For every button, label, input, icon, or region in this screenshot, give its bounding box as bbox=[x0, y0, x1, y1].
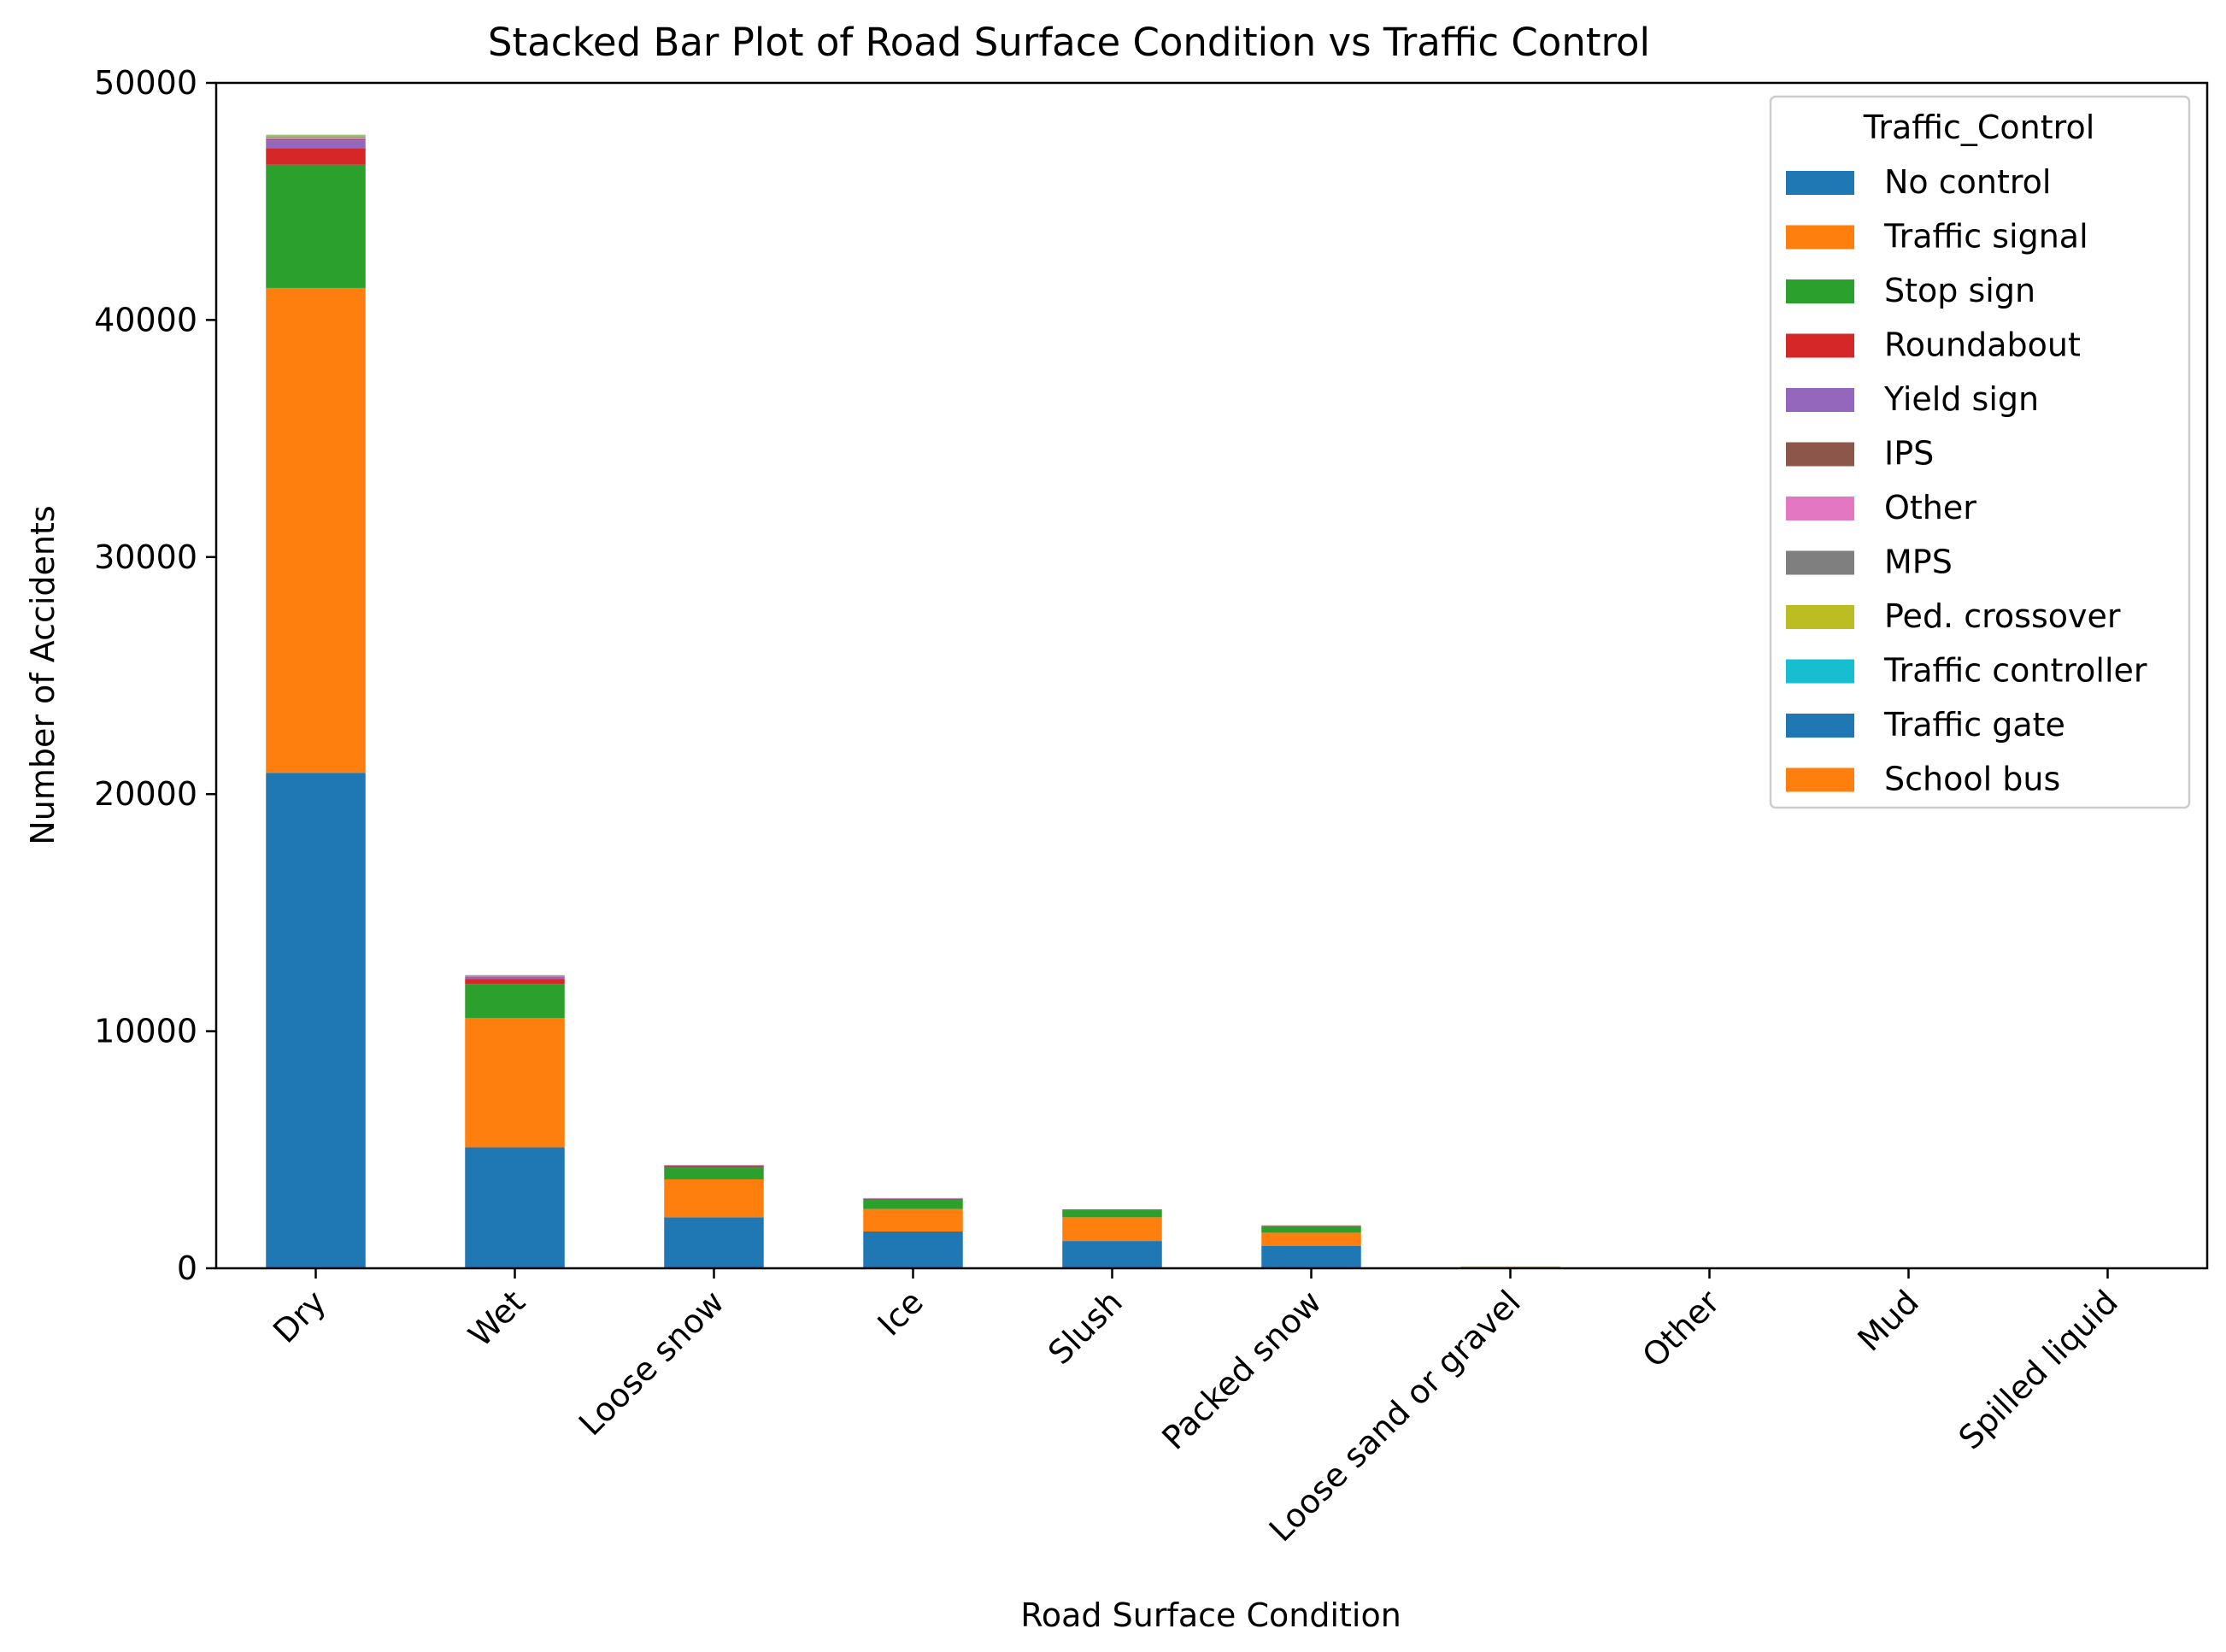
y-tick-label: 50000 bbox=[94, 64, 197, 102]
legend-label: Stop sign bbox=[1884, 272, 2035, 309]
bar-segment bbox=[266, 140, 366, 149]
legend-swatch bbox=[1786, 767, 1854, 792]
bar-segment bbox=[1062, 1241, 1162, 1268]
x-tick-label: Loose snow bbox=[572, 1283, 731, 1443]
bar-segment bbox=[465, 979, 565, 985]
bar-segment bbox=[266, 164, 366, 288]
bar-segment bbox=[465, 1018, 565, 1148]
y-tick-label: 30000 bbox=[94, 538, 197, 576]
legend-swatch bbox=[1786, 605, 1854, 629]
legend-label: Roundabout bbox=[1884, 326, 2081, 364]
bar-segment bbox=[863, 1198, 963, 1199]
bar-segment bbox=[1062, 1217, 1162, 1242]
bar-segment bbox=[1062, 1209, 1162, 1211]
bar-segment bbox=[664, 1217, 764, 1268]
bar-segment bbox=[664, 1165, 764, 1167]
legend-label: Ped. crossover bbox=[1884, 597, 2121, 635]
bar-segment bbox=[863, 1208, 963, 1232]
x-tick-label: Packed snow bbox=[1154, 1283, 1329, 1457]
bar-segment bbox=[863, 1198, 963, 1200]
bars-layer bbox=[266, 134, 2158, 1268]
y-axis: 0 10000 20000 30000 40000 50000 bbox=[94, 64, 216, 1287]
bar-segment bbox=[1062, 1210, 1162, 1218]
bar-segment bbox=[664, 1167, 764, 1179]
legend-label: Traffic gate bbox=[1883, 706, 2065, 744]
bar-segment bbox=[863, 1232, 963, 1268]
legend-swatch bbox=[1786, 659, 1854, 684]
bar-segment bbox=[664, 1166, 764, 1168]
chart-title: Stacked Bar Plot of Road Surface Conditi… bbox=[488, 20, 1650, 65]
bar-segment bbox=[1261, 1232, 1361, 1246]
legend-title: Traffic_Control bbox=[1863, 109, 2095, 146]
x-axis-label: Road Surface Condition bbox=[1020, 1596, 1401, 1634]
bar-segment bbox=[266, 138, 366, 141]
legend-swatch bbox=[1786, 442, 1854, 467]
bar-segment bbox=[1261, 1226, 1361, 1233]
bar-segment bbox=[863, 1199, 963, 1209]
bar-segment bbox=[266, 287, 366, 773]
x-tick-label: Ice bbox=[871, 1283, 931, 1343]
bar-segment bbox=[266, 138, 366, 139]
legend-swatch bbox=[1786, 333, 1854, 358]
legend-label: IPS bbox=[1884, 435, 1934, 473]
legend-frame bbox=[1769, 95, 2191, 809]
x-tick-label: Mud bbox=[1850, 1283, 1925, 1358]
plot-area-frame bbox=[214, 81, 2209, 1270]
y-tick-label: 10000 bbox=[94, 1013, 197, 1050]
bar-segment bbox=[266, 135, 366, 138]
legend-swatch bbox=[1786, 171, 1854, 195]
legend-swatch bbox=[1786, 550, 1854, 575]
legend-swatch bbox=[1786, 279, 1854, 303]
legend-label: Yield sign bbox=[1883, 380, 2039, 418]
bar-segment bbox=[266, 773, 366, 1268]
x-tick-label: Other bbox=[1635, 1283, 1727, 1375]
legend-label: MPS bbox=[1884, 544, 1953, 581]
bar-segment bbox=[465, 974, 565, 976]
legend-label: Traffic signal bbox=[1883, 218, 2088, 256]
y-tick-label: 0 bbox=[177, 1249, 197, 1287]
legend-swatch bbox=[1786, 497, 1854, 520]
legend-label: Other bbox=[1884, 489, 1976, 526]
x-tick-label: Dry bbox=[266, 1283, 333, 1350]
x-tick-label: Wet bbox=[461, 1283, 532, 1354]
x-tick-label: Spilled liquid bbox=[1952, 1283, 2125, 1456]
legend-label: Traffic controller bbox=[1883, 652, 2147, 690]
bar-segment bbox=[465, 976, 565, 979]
legend-swatch bbox=[1786, 714, 1854, 738]
y-tick-label: 20000 bbox=[94, 775, 197, 813]
legend-swatch bbox=[1786, 388, 1854, 412]
legend-items: No control Traffic signal Stop sign Roundab… bbox=[1786, 163, 2147, 798]
x-tick-label: Slush bbox=[1041, 1283, 1130, 1372]
bar-segment bbox=[1261, 1245, 1361, 1268]
bar-segment bbox=[465, 984, 565, 1019]
bar-segment bbox=[465, 975, 565, 977]
y-tick-label: 40000 bbox=[94, 301, 197, 338]
legend-swatch bbox=[1786, 225, 1854, 250]
x-axis: Dry Wet Loose snow Ice Slush Packed snowLoose… bbox=[266, 1268, 2125, 1549]
bar-segment bbox=[266, 148, 366, 165]
y-axis-label: Number of Accidents bbox=[24, 505, 62, 844]
legend: Traffic_Control No control Traffic signal… bbox=[1769, 95, 2191, 809]
bar-segment bbox=[664, 1179, 764, 1218]
bar-segment bbox=[266, 137, 366, 138]
legend-label: No control bbox=[1884, 163, 2051, 201]
legend-label: School bus bbox=[1884, 761, 2060, 798]
bar-segment bbox=[465, 1147, 565, 1268]
